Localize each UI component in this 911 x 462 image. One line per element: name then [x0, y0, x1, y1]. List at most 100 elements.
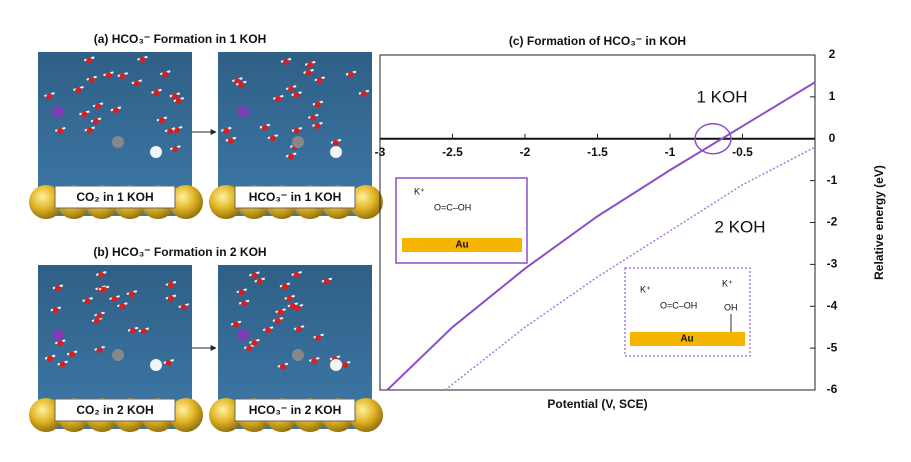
x-tick-label: -3 — [375, 145, 386, 159]
oxygen-atom — [275, 95, 282, 102]
x-tick-label: -1.5 — [587, 145, 608, 159]
oxygen-atom — [86, 127, 93, 134]
oxygen-atom — [261, 124, 268, 131]
oxygen-atom — [342, 361, 349, 368]
carbon-atom — [112, 136, 124, 148]
oxygen-atom — [96, 312, 103, 319]
oxygen-atom — [52, 307, 59, 314]
snapshot-label: HCO₃⁻ in 1 KOH — [249, 190, 342, 204]
oxygen-atom — [119, 303, 126, 310]
oxygen-atom — [279, 363, 286, 370]
inset-surface: Au — [680, 334, 693, 345]
x-axis-label: Potential (V, SCE) — [547, 397, 647, 411]
panel-title: (a) HCO₃⁻ Formation in 1 KOH — [94, 32, 267, 46]
x-tick-label: -2.5 — [442, 145, 463, 159]
snapshot-label: CO₂ in 1 KOH — [76, 190, 153, 204]
oxygen-atom — [227, 137, 234, 144]
oxygen-atom — [57, 127, 64, 134]
label-box — [234, 398, 356, 422]
x-tick-label: -1 — [665, 145, 676, 159]
oxygen-atom — [293, 92, 300, 99]
potassium-atom — [237, 329, 249, 341]
oxygen-atom — [47, 355, 54, 362]
oxygen-atom — [251, 339, 258, 346]
oxygen-atom — [94, 103, 101, 110]
oxygen-atom — [296, 326, 303, 333]
y-tick-label: 2 — [829, 47, 836, 61]
y-tick-label: -1 — [827, 173, 838, 187]
gold-surface — [402, 238, 522, 252]
oxygen-atom — [130, 327, 137, 334]
oxygen-atom — [84, 298, 91, 305]
oxygen-atom — [314, 122, 321, 129]
oxygen-atom — [288, 86, 295, 93]
oxygen-atom — [153, 89, 160, 96]
y-tick-label: 0 — [829, 131, 836, 145]
oxygen-atom — [174, 126, 181, 133]
oxygen-atom — [314, 101, 321, 108]
y-tick-label: -4 — [827, 298, 838, 312]
oxygen-atom — [46, 93, 53, 100]
label-box — [54, 398, 176, 422]
gold-atom — [349, 398, 383, 432]
hydrogen-atom — [330, 146, 342, 158]
oxygen-atom — [265, 327, 272, 334]
oxygen-atom — [167, 128, 174, 135]
carbon-atom — [112, 349, 124, 361]
potassium-atom — [237, 106, 249, 118]
series-line — [444, 146, 816, 391]
panels: CO₂ in 1 KOH HCO₃⁻ in 1 KOH CO₂ in 2 KOH HC… — [29, 52, 383, 432]
oxygen-atom — [172, 146, 179, 153]
chart-title: (c) Formation of HCO₃⁻ in KOH — [509, 34, 686, 48]
oxygen-atom — [332, 139, 339, 146]
oxygen-atom — [57, 340, 64, 347]
oxygen-atom — [81, 111, 88, 118]
oxygen-atom — [54, 285, 61, 292]
oxygen-atom — [88, 76, 95, 83]
oxygen-atom — [59, 361, 66, 368]
oxygen-atom — [93, 318, 100, 325]
oxygen-atom — [246, 345, 253, 352]
crossing-highlight — [694, 123, 732, 155]
oxygen-atom — [75, 86, 82, 93]
hydrogen-atom — [150, 359, 162, 371]
hydrogen-atom — [330, 359, 342, 371]
oxygen-atom — [288, 153, 295, 160]
gold-atom — [169, 185, 203, 219]
oxygen-atom — [92, 118, 99, 125]
inset-ion: K⁺ — [640, 284, 651, 294]
oxygen-atom — [238, 289, 245, 296]
oxygen-atom — [310, 114, 317, 121]
potassium-atom — [52, 329, 64, 341]
oxygen-atom — [238, 81, 245, 88]
oxygen-atom — [251, 272, 258, 279]
oxygen-atom — [140, 328, 147, 335]
oxygen-atom — [180, 304, 187, 311]
label-box — [234, 185, 356, 209]
inset-ion: K⁺ — [414, 186, 425, 196]
oxygen-atom — [283, 58, 290, 65]
oxygen-atom — [281, 283, 288, 290]
oxygen-atom — [277, 309, 284, 316]
potassium-atom — [52, 106, 64, 118]
oxygen-atom — [316, 77, 323, 84]
x-tick-label: -0.5 — [732, 145, 753, 159]
oxygen-atom — [289, 303, 296, 310]
oxygen-atom — [165, 359, 172, 366]
oxygen-atom — [105, 72, 112, 79]
oxygen-atom — [307, 61, 314, 68]
oxygen-atom — [139, 56, 146, 63]
hydrogen-atom — [150, 146, 162, 158]
oxygen-atom — [360, 90, 367, 97]
oxygen-atom — [167, 281, 174, 288]
oxygen-atom — [98, 272, 105, 279]
oxygen-atom — [101, 286, 108, 293]
oxygen-atom — [293, 127, 300, 134]
oxygen-atom — [162, 71, 169, 78]
y-tick-label: -6 — [827, 382, 838, 396]
x-tick-label: -2 — [520, 145, 531, 159]
label-box — [54, 185, 176, 209]
oxygen-atom — [111, 296, 118, 303]
oxygen-atom — [158, 117, 165, 124]
panel-title: (b) HCO₃⁻ Formation in 2 KOH — [93, 245, 266, 259]
